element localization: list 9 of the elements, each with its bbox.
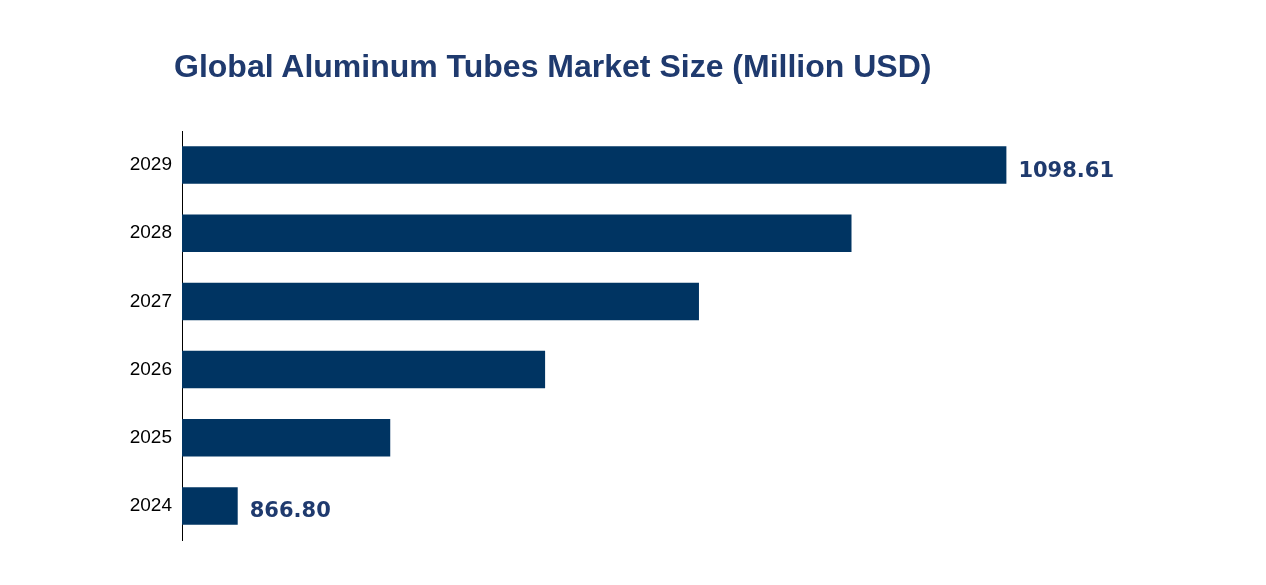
chart-title: Global Aluminum Tubes Market Size (Million USD): [174, 48, 932, 85]
data-label: 1098.61: [1018, 157, 1115, 182]
y-tick-label: 2024: [129, 494, 173, 516]
y-tick-label: 2025: [129, 425, 172, 447]
y-tick-label: 2027: [129, 289, 172, 311]
y-tick-label: 2029: [129, 153, 172, 175]
data-label: 866.80: [249, 498, 331, 523]
y-tick-label: 2026: [129, 357, 172, 379]
y-tick-label: 2028: [129, 221, 172, 243]
